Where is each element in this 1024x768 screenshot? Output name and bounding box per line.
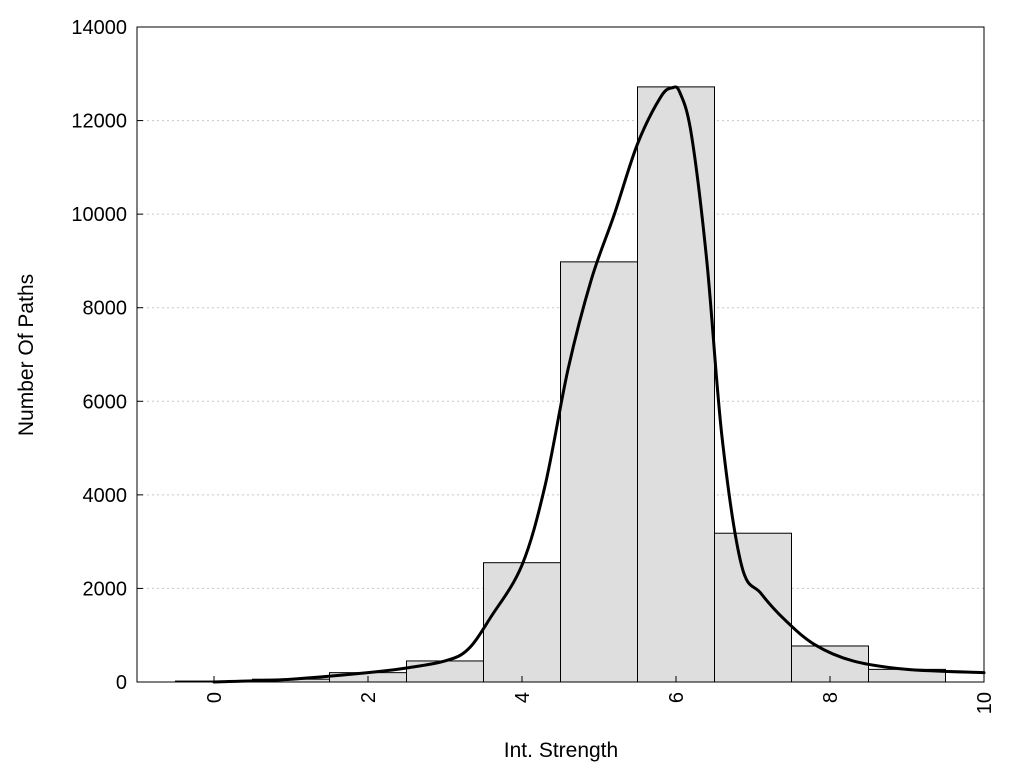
x-tick-label: 2	[358, 692, 380, 703]
y-tick-label: 14000	[71, 17, 127, 39]
histogram-bars	[175, 86, 946, 683]
y-tick-label: 8000	[83, 298, 128, 320]
y-axis-ticks: 0 2000 4000 6000 8000 10000 12000 14000	[71, 17, 143, 694]
histogram-bar	[637, 86, 715, 683]
histogram-bar	[406, 660, 484, 683]
y-tick-label: 12000	[71, 111, 127, 133]
x-axis-label: Int. Strength	[504, 739, 618, 762]
histogram-bar	[560, 261, 638, 683]
y-tick-label: 4000	[83, 485, 128, 507]
histogram-bar	[714, 532, 792, 683]
x-tick-label: 8	[820, 692, 842, 703]
y-tick-label: 0	[116, 672, 127, 694]
density-curve-layer	[212, 85, 986, 684]
x-tick-label: 4	[512, 692, 534, 703]
grid-lines	[137, 120, 984, 589]
x-tick-label: 0	[204, 692, 226, 703]
y-tick-label: 10000	[71, 204, 127, 226]
density-curve	[212, 85, 986, 684]
x-axis-ticks: 0 2 4 6 8 10	[204, 676, 996, 714]
y-tick-label: 2000	[83, 578, 128, 600]
x-tick-label: 6	[666, 692, 688, 703]
histogram-bar	[483, 562, 561, 683]
plot-frame	[136, 26, 985, 683]
y-axis-label: Number Of Paths	[15, 274, 38, 436]
y-tick-label: 6000	[83, 391, 128, 413]
x-tick-label: 10	[974, 692, 996, 714]
